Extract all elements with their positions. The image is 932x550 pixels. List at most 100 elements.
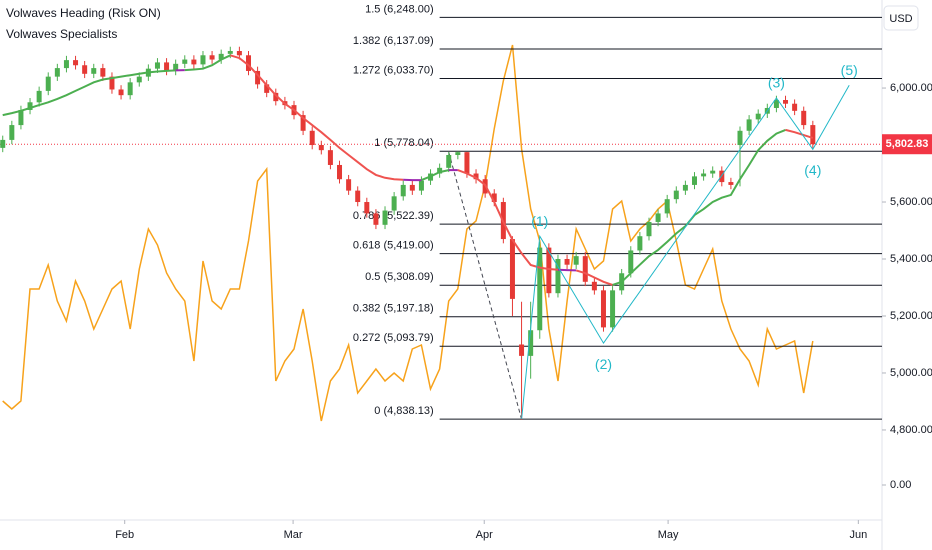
candle-body xyxy=(546,247,552,294)
x-tick-label: Mar xyxy=(284,529,303,541)
x-tick-label: May xyxy=(658,529,679,541)
candle-body xyxy=(564,259,570,265)
candle-body xyxy=(182,59,188,64)
candle-body xyxy=(591,281,597,291)
candle-body xyxy=(701,173,707,177)
candle-body xyxy=(318,145,324,151)
candle-body xyxy=(245,55,251,71)
candle-body xyxy=(610,290,616,328)
currency-button[interactable] xyxy=(883,5,919,31)
candle-body xyxy=(664,199,670,214)
candle-body xyxy=(555,259,561,294)
candle-body xyxy=(173,63,179,71)
candle-body xyxy=(783,100,789,104)
candle-body xyxy=(264,84,270,93)
moving-average xyxy=(557,268,577,272)
candle-body xyxy=(573,256,579,265)
candle-body xyxy=(255,70,261,85)
fib-label: 1.272 (6,033.70) xyxy=(353,64,434,76)
candle-body xyxy=(382,210,388,225)
candle-body xyxy=(455,152,461,156)
candle-body xyxy=(91,68,97,74)
y2-tick-label: 0.00 xyxy=(890,479,911,491)
candle-body xyxy=(9,125,15,140)
moving-average xyxy=(421,169,449,182)
candle-body xyxy=(364,202,370,214)
moving-average xyxy=(184,54,231,72)
y-tick-label: 4,800.00 xyxy=(890,424,932,436)
indicator-line xyxy=(2,44,814,422)
candle-body xyxy=(218,53,224,60)
candle-body xyxy=(27,102,33,110)
candle-body xyxy=(18,109,24,126)
y-tick-label: 5,000.00 xyxy=(890,367,932,379)
candle-body xyxy=(810,125,816,145)
x-tick-label: Apr xyxy=(476,529,493,541)
currency-label[interactable]: USD xyxy=(889,13,912,25)
candle-body xyxy=(491,193,497,203)
fib-label: 0.618 (5,419.00) xyxy=(353,239,434,251)
candle-body xyxy=(300,115,306,131)
candle-body xyxy=(227,51,233,54)
candle-body xyxy=(582,256,588,282)
candle-body xyxy=(355,190,361,203)
candle-body xyxy=(755,113,761,120)
moving-average xyxy=(2,69,176,117)
candle-body xyxy=(391,196,397,211)
fib-label: 0.5 (5,308.09) xyxy=(365,271,434,283)
candle-body xyxy=(45,76,51,91)
y-tick-label: 5,200.00 xyxy=(890,310,932,322)
moving-average xyxy=(457,169,559,271)
candle-body xyxy=(0,139,6,148)
wave-line xyxy=(521,84,850,420)
y-tick-label: 5,400.00 xyxy=(890,253,932,265)
candle-body xyxy=(236,51,242,56)
candle-body xyxy=(346,179,352,191)
moving-average xyxy=(785,128,814,139)
wave-label: (5) xyxy=(841,62,858,78)
candle-body xyxy=(719,170,725,183)
candle-body xyxy=(191,59,197,65)
candle-body xyxy=(273,92,279,102)
candle-body xyxy=(446,155,452,168)
moving-average xyxy=(612,128,786,286)
candle-body xyxy=(773,100,779,108)
candle-body xyxy=(100,68,106,77)
candle-body xyxy=(327,150,333,165)
candle-body xyxy=(63,60,69,69)
y-tick-label: 5,600.00 xyxy=(890,196,932,208)
wave-label: (1) xyxy=(531,213,548,229)
candle-body xyxy=(164,62,170,71)
candle-body xyxy=(418,180,424,191)
wave-label: (3) xyxy=(768,75,785,91)
fib-label: 1.5 (6,248.00) xyxy=(365,3,434,15)
x-tick-label: Jun xyxy=(849,529,867,541)
candle-body xyxy=(209,55,215,60)
wave-label: (4) xyxy=(804,162,821,178)
candle-body xyxy=(737,130,743,146)
candle-body xyxy=(309,130,315,146)
x-tick-label: Feb xyxy=(115,529,134,541)
fib-label: 0 (4,838.13) xyxy=(374,405,433,417)
candle-body xyxy=(200,55,206,65)
candle-body xyxy=(728,182,734,185)
candle-body xyxy=(409,184,415,191)
moving-average xyxy=(575,269,613,286)
candle-body xyxy=(519,344,525,356)
candle-body xyxy=(400,184,406,197)
candle-body xyxy=(437,167,443,174)
last-price-label: 5,802.83 xyxy=(886,138,929,150)
legend-entry: Volwaves Specialists xyxy=(6,27,117,41)
candle-body xyxy=(73,60,79,66)
candle-body xyxy=(646,221,652,237)
candle-body xyxy=(473,173,479,180)
candle-body xyxy=(628,250,634,274)
candle-body xyxy=(82,65,88,74)
fib-label: 1 (5,778.04) xyxy=(374,137,433,149)
candle-body xyxy=(54,68,60,77)
candle-body xyxy=(691,176,697,185)
candle-body xyxy=(600,290,606,328)
candle-body xyxy=(673,190,679,200)
